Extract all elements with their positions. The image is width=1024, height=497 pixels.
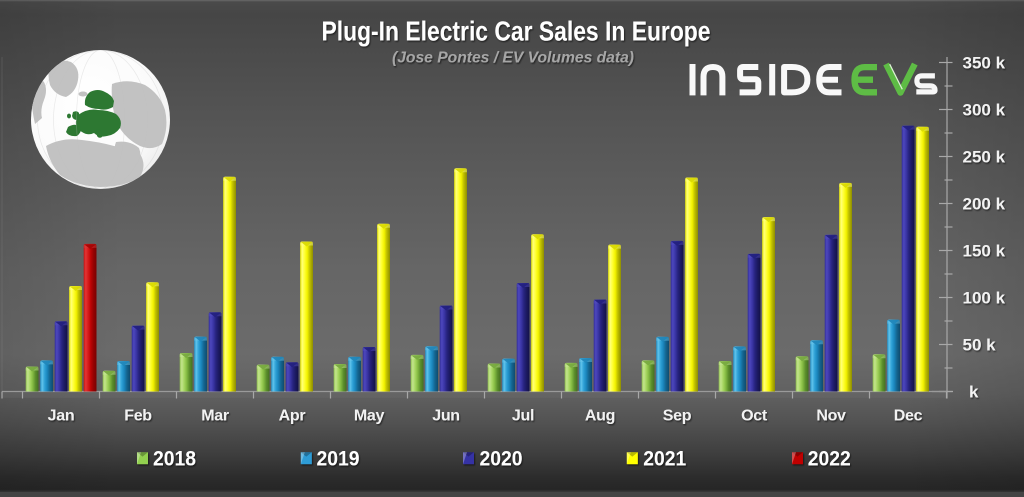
- svg-text:k: k: [969, 383, 979, 402]
- svg-text:100 k: 100 k: [963, 289, 1006, 308]
- svg-text:Jan: Jan: [48, 408, 75, 425]
- svg-text:200 k: 200 k: [963, 195, 1006, 214]
- svg-text:Jul: Jul: [512, 408, 534, 425]
- svg-text:May: May: [354, 408, 385, 425]
- svg-text:Feb: Feb: [124, 408, 152, 425]
- svg-text:2019: 2019: [317, 448, 360, 471]
- svg-text:Apr: Apr: [279, 408, 306, 425]
- svg-text:350 k: 350 k: [963, 54, 1006, 73]
- svg-text:300 k: 300 k: [963, 101, 1006, 120]
- svg-text:Dec: Dec: [894, 408, 923, 425]
- svg-text:Mar: Mar: [201, 408, 229, 425]
- svg-text:150 k: 150 k: [963, 242, 1006, 261]
- svg-text:2020: 2020: [480, 448, 523, 471]
- svg-text:Nov: Nov: [816, 408, 846, 425]
- svg-text:Oct: Oct: [741, 408, 768, 425]
- svg-text:Sep: Sep: [663, 408, 692, 425]
- svg-text:Aug: Aug: [585, 408, 615, 425]
- svg-text:Jun: Jun: [432, 408, 460, 425]
- svg-text:Plug-In Electric Car Sales In: Plug-In Electric Car Sales In Europe: [322, 16, 711, 47]
- svg-text:50 k: 50 k: [963, 336, 997, 355]
- svg-text:2021: 2021: [643, 448, 686, 471]
- svg-text:2022: 2022: [808, 448, 851, 471]
- svg-text:(Jose Pontes / EV Volumes data: (Jose Pontes / EV Volumes data): [392, 50, 634, 67]
- svg-text:250 k: 250 k: [963, 148, 1006, 167]
- svg-text:2018: 2018: [153, 448, 196, 471]
